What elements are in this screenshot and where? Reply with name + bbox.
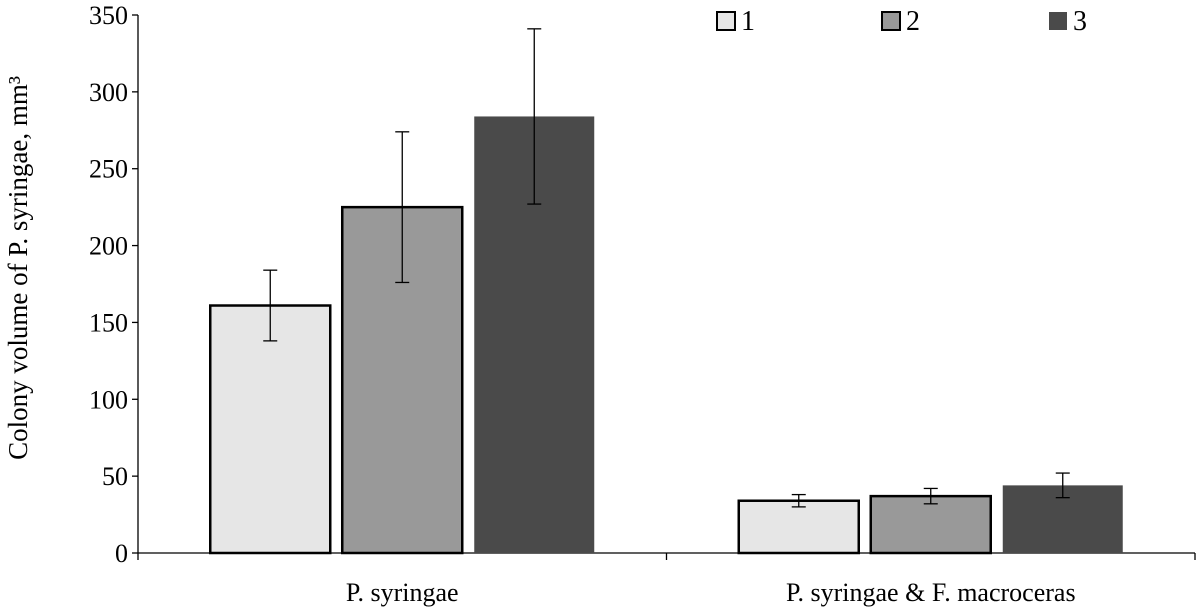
category-label: P. syringae xyxy=(346,578,459,607)
y-tick-label: 200 xyxy=(89,232,128,261)
legend-label: 2 xyxy=(906,6,920,37)
bar xyxy=(869,494,992,555)
legend-swatch xyxy=(1049,12,1067,30)
y-tick-label: 100 xyxy=(89,385,128,414)
category-label: P. syringae & F. macroceras xyxy=(786,578,1076,607)
y-tick-label: 250 xyxy=(89,155,128,184)
y-tick-label: 50 xyxy=(102,462,128,491)
legend: 1 2 3 xyxy=(716,6,1087,37)
bars xyxy=(209,116,1123,555)
legend-swatch xyxy=(716,11,736,31)
bar xyxy=(209,304,332,555)
error-bars xyxy=(263,28,1070,508)
legend-swatch xyxy=(881,11,901,31)
legend-label: 1 xyxy=(741,6,755,37)
y-tick-label: 300 xyxy=(89,78,128,107)
category-labels: P. syringae P. syringae & F. macroceras xyxy=(346,578,1076,607)
y-tick-label: 150 xyxy=(89,308,128,337)
y-axis-title-group: Colony volume of P. syringae, mm³ xyxy=(3,76,33,460)
axes: 0 50 100 150 200 250 300 350 xyxy=(89,1,1196,568)
y-tick-label: 350 xyxy=(89,1,128,30)
bar xyxy=(737,499,860,555)
y-axis-title: Colony volume of P. syringae, mm³ xyxy=(3,76,33,460)
y-tick-label: 0 xyxy=(115,539,128,568)
legend-label: 3 xyxy=(1073,6,1087,37)
